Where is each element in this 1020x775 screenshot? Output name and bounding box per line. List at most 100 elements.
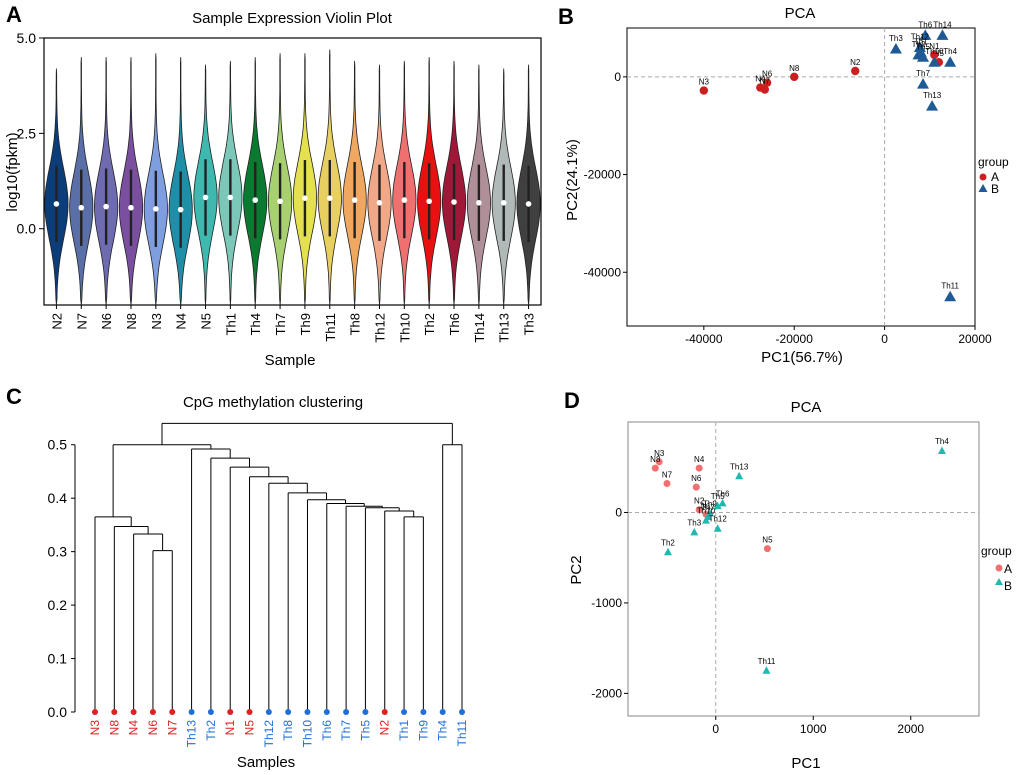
violin-median-Th8 <box>351 197 358 203</box>
panel-b-ytick-label: -20000 <box>584 168 622 182</box>
panel-a-xtick-label-N6: N6 <box>99 313 114 330</box>
point-label-N2: N2 <box>694 497 705 506</box>
panel-b-frame <box>626 27 976 327</box>
panel-b-ytick-label: -40000 <box>584 265 622 279</box>
point-label-N5: N5 <box>934 49 945 58</box>
leaf-label-Th7: Th7 <box>339 720 353 741</box>
point-Th4 <box>944 56 957 67</box>
point-Th10 <box>702 516 710 524</box>
panel-a-xtick-label-Th7: Th7 <box>273 313 288 335</box>
leaf-label-N1: N1 <box>223 720 237 736</box>
point-label-Th13: Th13 <box>923 91 942 100</box>
panel-a-frame <box>43 37 542 306</box>
panel-b-letter: B <box>558 4 574 29</box>
leaf-dot-N2 <box>381 709 388 715</box>
point-N1 <box>930 50 939 60</box>
point-N2 <box>851 66 860 76</box>
point-Th3 <box>690 527 699 536</box>
leaf-label-Th11: Th11 <box>455 720 469 747</box>
panel-d-xlabel: PC1 <box>791 755 820 772</box>
point-N7 <box>760 85 770 94</box>
point-Th5 <box>713 501 722 510</box>
panel-b-legend-marker-b <box>978 184 988 192</box>
leaf-label-N6: N6 <box>146 720 160 736</box>
panel-a-xtick-label-Th13: Th13 <box>497 313 512 343</box>
leaf-dot-N4 <box>130 709 137 715</box>
panel-c-ytick-label: 0.2 <box>48 597 68 613</box>
leaf-dot-Th5 <box>362 709 369 715</box>
leaf-label-Th1: Th1 <box>397 720 411 741</box>
panel-a-xtick-label-N8: N8 <box>124 313 139 330</box>
panel-d-legend-label-b: B <box>1004 579 1012 593</box>
point-label-N4: N4 <box>755 75 766 84</box>
panel-a-xtick-label-Th10: Th10 <box>397 313 412 343</box>
point-label-N6: N6 <box>691 474 702 483</box>
panel-a-ytick-label: 0.0 <box>17 221 37 237</box>
point-label-Th13: Th13 <box>730 462 749 471</box>
panel-a-xtick-label-Th4: Th4 <box>248 313 263 335</box>
panel-d-xtick-label: 0 <box>712 722 719 736</box>
point-N8 <box>651 464 659 472</box>
point-N2 <box>695 506 703 514</box>
panel-b-xtick-label: -40000 <box>685 332 723 346</box>
point-Th7 <box>917 78 930 89</box>
panel-d-xtick-label: 2000 <box>897 722 924 736</box>
panel-d-legend-title: group <box>981 544 1012 558</box>
panel-a-xtick-label-Th11: Th11 <box>323 313 338 342</box>
panel-b-legend-marker-a <box>979 173 987 181</box>
panel-b-ylabel: PC2(24.1%) <box>564 139 581 221</box>
leaf-dot-N7 <box>169 709 176 715</box>
violin-median-Th3 <box>525 201 532 207</box>
violin-median-N3 <box>153 206 159 212</box>
leaf-dot-Th11 <box>459 709 465 715</box>
leaf-dot-Th7 <box>343 709 350 715</box>
panel-a-ytick-label: 5.0 <box>17 30 37 46</box>
point-Th13 <box>926 100 939 111</box>
point-label-Th9: Th9 <box>703 499 717 508</box>
point-Th12 <box>913 41 926 53</box>
point-label-N7: N7 <box>760 77 771 86</box>
panel-c-title: CpG methylation clustering <box>183 394 363 411</box>
panel-d-letter: D <box>564 388 580 413</box>
point-Th11 <box>944 290 957 302</box>
point-label-Th2: Th2 <box>912 40 926 49</box>
violin-median-Th2 <box>426 198 432 205</box>
leaf-dot-Th8 <box>285 709 292 715</box>
leaf-dot-N5 <box>246 709 253 715</box>
violin-median-Th10 <box>401 197 408 203</box>
point-label-N3: N3 <box>699 78 710 87</box>
violin-median-Th7 <box>277 198 283 205</box>
point-label-Th12: Th12 <box>911 33 930 42</box>
point-Th6 <box>919 29 932 40</box>
point-label-Th1: Th1 <box>914 37 928 46</box>
violin-median-Th1 <box>227 194 234 201</box>
panel-a-xtick-label-N2: N2 <box>49 313 64 330</box>
violin-median-Th4 <box>252 197 259 203</box>
panel-a-plot: 5.0 2.5 0.0 N2 N7 N6 N8 N3 N4 N5 Th1 Th4 Th7 Th9 Th11 T… <box>17 30 542 343</box>
panel-a-xtick-label-N3: N3 <box>149 313 164 330</box>
panel-b-xtick-label: 0 <box>881 332 888 346</box>
point-label-N1: N1 <box>701 501 712 510</box>
point-label-Th11: Th11 <box>941 282 959 291</box>
leaf-dot-N6 <box>149 709 156 715</box>
panel-b-legend-label-b: B <box>991 182 999 196</box>
panel-d-ylabel: PC2 <box>568 555 585 584</box>
point-N4 <box>695 464 703 472</box>
leaf-label-Th13: Th13 <box>185 720 199 748</box>
point-Th5 <box>917 51 930 62</box>
point-label-Th10: Th10 <box>925 47 944 56</box>
violin-median-Th9 <box>302 195 308 201</box>
panel-c-ytick-label: 0.4 <box>48 490 68 506</box>
violin-median-Th12 <box>376 199 383 206</box>
panel-c-xlabel: Samples <box>237 754 295 771</box>
leaf-label-N3: N3 <box>88 720 102 736</box>
point-N5 <box>763 545 771 553</box>
point-label-Th5: Th5 <box>916 42 930 51</box>
panel-a-ytick-label: 2.5 <box>17 125 37 141</box>
point-N8 <box>790 72 799 82</box>
panel-b-xtick-label: -20000 <box>776 332 814 346</box>
point-label-Th7: Th7 <box>916 69 930 78</box>
violin-median-Th11 <box>326 195 333 201</box>
leaf-dot-Th1 <box>401 709 408 715</box>
